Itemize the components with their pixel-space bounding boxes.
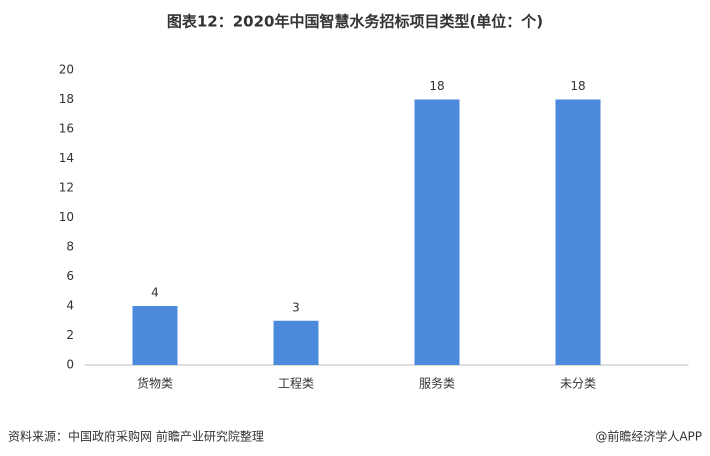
bar [273, 320, 319, 365]
x-tick-label: 未分类 [560, 377, 596, 391]
y-tick-label: 6 [66, 269, 74, 283]
y-tick-label: 20 [59, 63, 74, 77]
y-tick-label: 8 [66, 240, 74, 254]
bar [555, 99, 601, 365]
data-label: 3 [292, 300, 300, 314]
y-tick-label: 2 [66, 328, 74, 342]
y-tick-label: 4 [66, 299, 74, 313]
bar [132, 306, 178, 365]
y-tick-label: 12 [59, 181, 74, 195]
credit: @前瞻经济学人APP [595, 429, 702, 444]
y-tick-label: 16 [59, 122, 74, 136]
x-tick-label: 工程类 [278, 376, 314, 391]
y-tick-label: 10 [59, 210, 74, 224]
source-note: 资料来源：中国政府采购网 前瞻产业研究院整理 [8, 429, 264, 444]
bar [414, 99, 460, 365]
data-label: 4 [151, 286, 159, 300]
chart-title: 图表12：2020年中国智慧水务招标项目类型(单位：个) [167, 13, 543, 31]
y-tick-label: 14 [59, 151, 74, 165]
data-label: 18 [570, 79, 585, 93]
y-tick-label: 18 [59, 92, 74, 106]
x-tick-label: 货物类 [137, 376, 173, 391]
x-tick-label: 服务类 [419, 376, 455, 391]
y-tick-label: 0 [66, 358, 74, 372]
data-label: 18 [429, 79, 444, 93]
